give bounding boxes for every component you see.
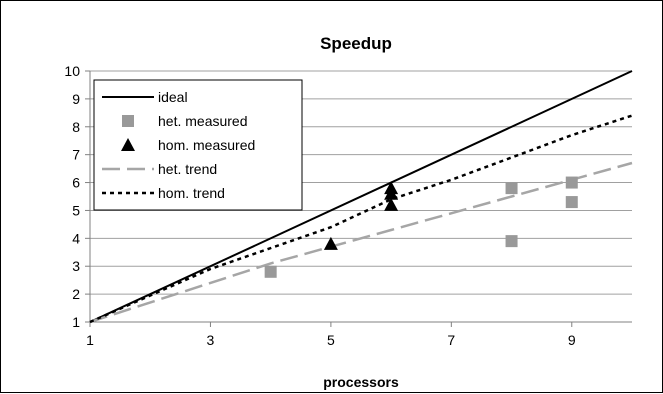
x-tick-label-7: 7 bbox=[447, 332, 455, 348]
x-axis-title: processors bbox=[323, 374, 399, 390]
y-tick-label-2: 2 bbox=[72, 286, 80, 302]
series-hom-measured bbox=[323, 181, 399, 250]
legend-item-hom-trend: hom. trend bbox=[102, 185, 225, 201]
y-tick-label-4: 4 bbox=[72, 230, 80, 246]
legend-label-hom-measured: hom. measured bbox=[158, 137, 255, 153]
series-het-measured bbox=[264, 176, 578, 278]
y-tick-label-3: 3 bbox=[72, 258, 80, 274]
series-line-hom-trend bbox=[89, 114, 633, 324]
legend-label-ideal: ideal bbox=[158, 89, 188, 105]
legend: ideal het. measured hom. measured het. tren… bbox=[93, 79, 303, 211]
y-tick-label-6: 6 bbox=[72, 175, 80, 191]
marker-hom-measured-3 bbox=[384, 181, 399, 195]
marker-het-measured-0 bbox=[264, 265, 277, 278]
x-tick-label-5: 5 bbox=[327, 332, 335, 348]
marker-het-measured-4 bbox=[565, 176, 578, 189]
legend-box bbox=[93, 79, 303, 211]
legend-item-hom-measured: hom. measured bbox=[121, 137, 255, 153]
x-tick-label-9: 9 bbox=[568, 332, 576, 348]
x-tick-label-3: 3 bbox=[207, 332, 215, 348]
marker-het-measured-2 bbox=[505, 182, 518, 195]
legend-item-het-trend: het. trend bbox=[102, 161, 217, 177]
legend-item-het-measured: het. measured bbox=[122, 113, 248, 129]
y-tick-label-9: 9 bbox=[72, 91, 80, 107]
legend-swatch-hom-measured bbox=[121, 138, 135, 151]
y-tick-label-7: 7 bbox=[72, 147, 80, 163]
y-tick-label-8: 8 bbox=[72, 119, 80, 135]
legend-label-het-trend: het. trend bbox=[158, 161, 217, 177]
legend-label-het-measured: het. measured bbox=[158, 113, 248, 129]
marker-hom-measured-0 bbox=[323, 236, 338, 250]
marker-hom-measured-1 bbox=[384, 197, 399, 211]
y-tick-label-1: 1 bbox=[72, 314, 80, 330]
marker-het-measured-1 bbox=[505, 235, 518, 248]
x-tick-label-1: 1 bbox=[86, 332, 94, 348]
marker-het-measured-3 bbox=[565, 196, 578, 209]
series-line-ideal bbox=[89, 70, 633, 323]
chart-title: Speedup bbox=[320, 34, 392, 53]
y-tick-label-5: 5 bbox=[72, 202, 80, 218]
y-tick-label-10: 10 bbox=[64, 63, 80, 79]
legend-swatch-het-measured bbox=[122, 115, 134, 127]
legend-label-hom-trend: hom. trend bbox=[158, 185, 225, 201]
plot-area: 1 2 3 4 5 6 7 8 9 10 1 3 5 7 9 ideal het. measured hom. m… bbox=[64, 63, 633, 348]
legend-item-ideal: ideal bbox=[102, 89, 188, 105]
series-line-het-trend bbox=[89, 161, 633, 324]
